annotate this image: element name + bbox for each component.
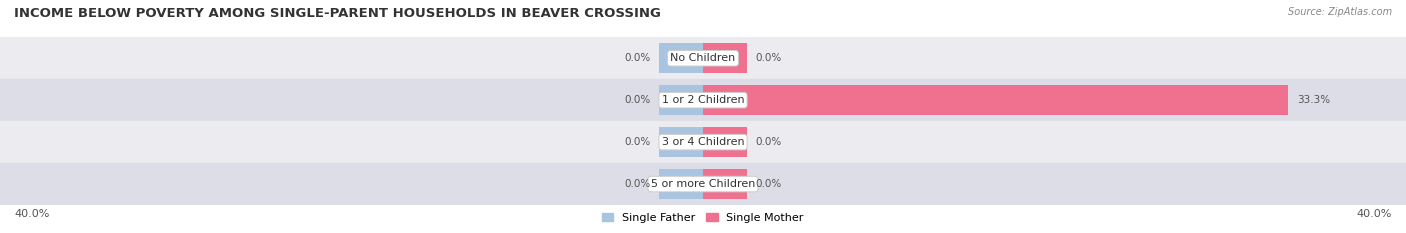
Text: 33.3%: 33.3% (1296, 95, 1330, 105)
Text: 0.0%: 0.0% (624, 179, 650, 189)
Bar (703, 127, 747, 157)
Bar (659, 85, 703, 115)
Text: 0.0%: 0.0% (624, 53, 650, 63)
Bar (0, 163, 1406, 205)
Text: 5 or more Children: 5 or more Children (651, 179, 755, 189)
Bar (0, 37, 1406, 79)
Bar (659, 127, 703, 157)
Text: 0.0%: 0.0% (756, 179, 782, 189)
Text: 3 or 4 Children: 3 or 4 Children (662, 137, 744, 147)
Text: 0.0%: 0.0% (624, 137, 650, 147)
Bar (659, 43, 703, 73)
Text: 0.0%: 0.0% (756, 137, 782, 147)
Bar (0, 79, 1406, 121)
Text: INCOME BELOW POVERTY AMONG SINGLE-PARENT HOUSEHOLDS IN BEAVER CROSSING: INCOME BELOW POVERTY AMONG SINGLE-PARENT… (14, 7, 661, 20)
Bar (703, 169, 747, 199)
Legend: Single Father, Single Mother: Single Father, Single Mother (598, 209, 808, 227)
Text: No Children: No Children (671, 53, 735, 63)
Text: 40.0%: 40.0% (14, 209, 49, 219)
Bar (0, 121, 1406, 163)
Text: 0.0%: 0.0% (756, 53, 782, 63)
Text: Source: ZipAtlas.com: Source: ZipAtlas.com (1288, 7, 1392, 17)
Text: 1 or 2 Children: 1 or 2 Children (662, 95, 744, 105)
Text: 40.0%: 40.0% (1357, 209, 1392, 219)
Bar (703, 43, 747, 73)
Bar (659, 169, 703, 199)
Text: 0.0%: 0.0% (624, 95, 650, 105)
Bar (703, 85, 1288, 115)
